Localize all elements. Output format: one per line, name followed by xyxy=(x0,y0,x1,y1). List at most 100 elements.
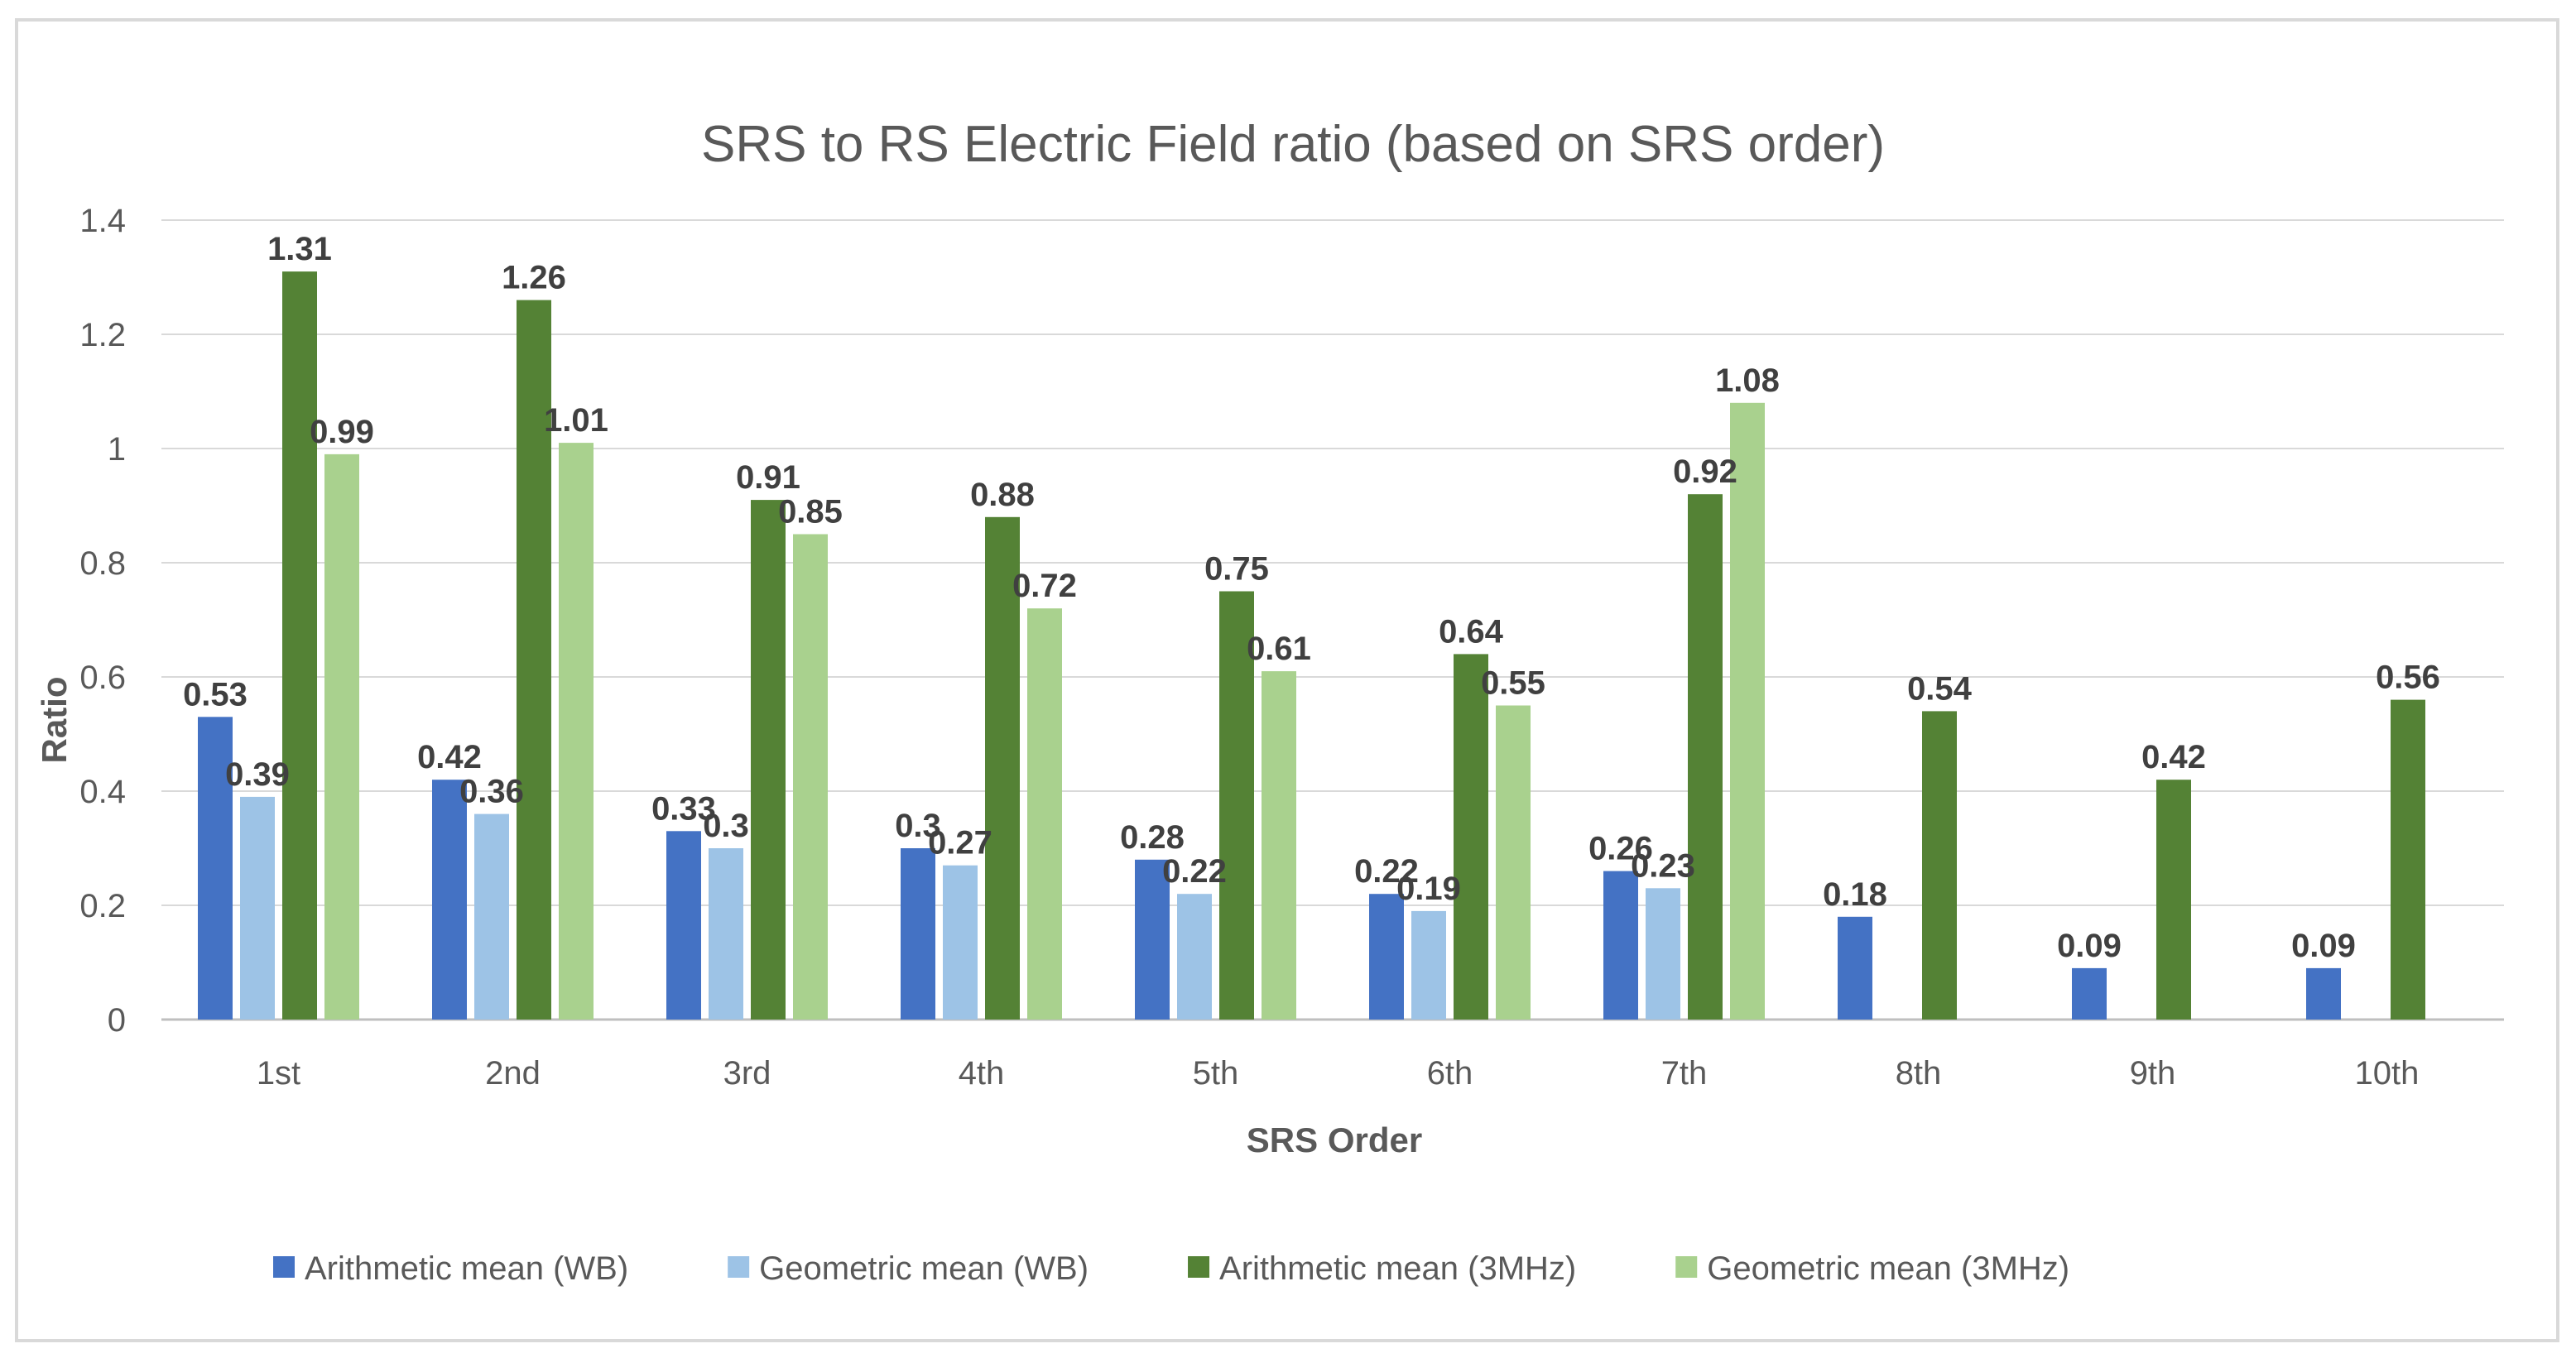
data-label: 0.09 xyxy=(2291,928,2356,964)
data-label: 1.08 xyxy=(1715,362,1780,399)
legend-swatch xyxy=(728,1256,750,1278)
legend-swatch xyxy=(1675,1256,1698,1278)
y-axis-ticks: 0 0.2 0.4 0.6 0.8 1 1.2 1.4 xyxy=(79,203,126,1039)
gridlines xyxy=(161,219,2504,1021)
bar xyxy=(2306,967,2341,1020)
bar xyxy=(1838,916,1872,1020)
bar xyxy=(324,453,359,1020)
bar xyxy=(666,831,701,1020)
x-tick-label: 7th xyxy=(1661,1055,1708,1092)
bar xyxy=(2391,699,2425,1020)
y-tick-label: 0.6 xyxy=(79,660,126,696)
bar xyxy=(943,865,978,1020)
bars xyxy=(198,271,2425,1020)
data-label: 0.22 xyxy=(1162,853,1227,890)
x-tick-label: 6th xyxy=(1427,1055,1473,1092)
y-tick-label: 0.2 xyxy=(79,888,126,924)
x-tick-label: 10th xyxy=(2355,1055,2420,1092)
data-label: 1.31 xyxy=(267,231,332,267)
data-label: 0.54 xyxy=(1907,670,1973,707)
bar xyxy=(2072,967,2107,1020)
x-tick-label: 4th xyxy=(959,1055,1005,1092)
bar xyxy=(1922,711,1957,1020)
data-label: 0.39 xyxy=(225,756,290,793)
bar xyxy=(1730,402,1765,1020)
y-tick-label: 0.8 xyxy=(79,545,126,582)
data-label: 0.64 xyxy=(1439,613,1504,650)
bar xyxy=(559,443,594,1020)
bar xyxy=(985,516,1020,1020)
data-label: 0.72 xyxy=(1012,568,1077,604)
data-label: 0.42 xyxy=(417,739,482,775)
bar xyxy=(1496,705,1531,1020)
bar xyxy=(1369,894,1404,1020)
data-label: 0.99 xyxy=(310,414,374,450)
data-labels: 0.530.391.310.990.420.361.261.010.330.30… xyxy=(183,231,2440,964)
bar xyxy=(282,271,317,1020)
bar xyxy=(1177,894,1212,1020)
chart-title: SRS to RS Electric Field ratio (based on… xyxy=(701,116,1885,173)
data-label: 0.18 xyxy=(1823,876,1887,913)
legend-label: Geometric mean (3MHz) xyxy=(1707,1250,2069,1287)
y-tick-label: 0 xyxy=(108,1002,126,1039)
bar xyxy=(198,717,233,1020)
bar xyxy=(1603,871,1638,1020)
bar xyxy=(1688,494,1723,1020)
data-label: 0.23 xyxy=(1631,847,1695,884)
legend-label: Arithmetic mean (WB) xyxy=(305,1250,628,1287)
bar xyxy=(1262,671,1296,1020)
x-tick-label: 2nd xyxy=(485,1055,541,1092)
data-label: 1.01 xyxy=(544,402,608,439)
bar xyxy=(1454,654,1488,1020)
bar xyxy=(1027,608,1062,1020)
data-label: 0.09 xyxy=(2057,928,2122,964)
data-label: 0.85 xyxy=(778,494,843,530)
bar xyxy=(751,500,786,1020)
data-label: 0.26 xyxy=(1588,831,1653,867)
data-label: 0.42 xyxy=(2141,739,2206,775)
data-label: 0.88 xyxy=(970,477,1035,513)
data-label: 0.91 xyxy=(736,459,800,496)
x-tick-label: 3rd xyxy=(723,1055,771,1092)
bar xyxy=(240,796,275,1020)
data-label: 0.33 xyxy=(651,790,716,827)
bar xyxy=(1135,859,1170,1020)
bar xyxy=(2156,780,2191,1020)
y-tick-label: 0.4 xyxy=(79,774,126,810)
data-label: 0.53 xyxy=(183,676,248,713)
legend: Arithmetic mean (WB) Geometric mean (WB) A… xyxy=(273,1250,2069,1287)
bar xyxy=(517,300,551,1020)
y-tick-label: 1 xyxy=(108,431,126,468)
data-label: 0.27 xyxy=(928,825,992,861)
y-tick-label: 1.2 xyxy=(79,317,126,353)
x-axis-ticks: 1st 2nd 3rd 4th 5th 6th 7th 8th 9th 10th xyxy=(257,1055,2420,1092)
bar xyxy=(901,848,935,1020)
bar xyxy=(1411,910,1446,1020)
legend-swatch xyxy=(1188,1256,1210,1278)
data-label: 1.26 xyxy=(502,260,566,296)
data-label: 0.55 xyxy=(1481,665,1545,702)
bar xyxy=(474,813,509,1020)
x-tick-label: 1st xyxy=(257,1055,300,1092)
legend-label: Arithmetic mean (3MHz) xyxy=(1219,1250,1576,1287)
data-label: 0.75 xyxy=(1204,551,1269,588)
x-axis-title: SRS Order xyxy=(1247,1120,1422,1159)
bar xyxy=(432,780,467,1020)
data-label: 0.28 xyxy=(1120,819,1185,856)
data-label: 0.19 xyxy=(1396,871,1461,907)
data-label: 0.61 xyxy=(1247,631,1311,667)
bar xyxy=(709,848,743,1020)
bar xyxy=(1219,591,1254,1020)
x-tick-label: 9th xyxy=(2130,1055,2176,1092)
data-label: 0.36 xyxy=(459,774,524,810)
y-tick-label: 1.4 xyxy=(79,203,126,239)
data-label: 0.22 xyxy=(1354,853,1419,890)
y-axis-title: Ratio xyxy=(35,677,74,764)
bar xyxy=(1646,888,1680,1020)
bar xyxy=(793,534,828,1020)
legend-label: Geometric mean (WB) xyxy=(759,1250,1089,1287)
x-tick-label: 5th xyxy=(1193,1055,1239,1092)
data-label: 0.3 xyxy=(895,808,941,844)
x-tick-label: 8th xyxy=(1896,1055,1942,1092)
data-label: 0.3 xyxy=(703,808,749,844)
